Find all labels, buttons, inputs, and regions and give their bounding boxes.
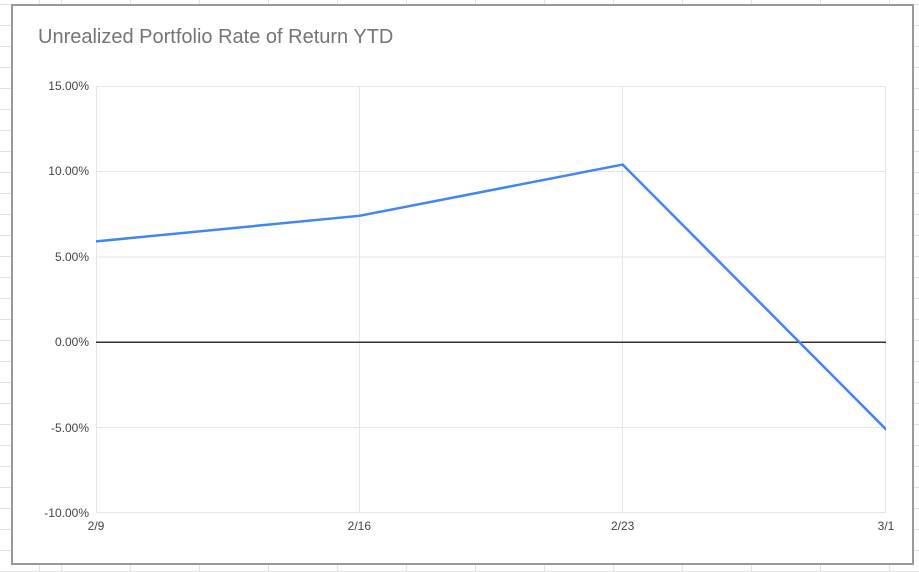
y-tick-label: 0.00% — [54, 335, 89, 350]
chart-title: Unrealized Portfolio Rate of Return YTD — [38, 26, 394, 48]
y-tick-label: -10.00% — [44, 506, 89, 520]
y-tick-label: 15.00% — [48, 79, 89, 93]
chart-card[interactable]: Unrealized Portfolio Rate of Return YTD … — [11, 4, 914, 565]
x-tick-label: 2/16 — [347, 519, 371, 533]
x-tick-label: 2/9 — [87, 519, 105, 533]
x-tick-label: 2/23 — [610, 519, 635, 533]
y-tick-label: -5.00% — [50, 420, 89, 435]
plot-area — [96, 86, 886, 513]
y-tick-label: 5.00% — [54, 249, 89, 264]
chart-card-inner: Unrealized Portfolio Rate of Return YTD … — [13, 6, 912, 563]
series-line — [96, 163, 886, 431]
x-tick-label: 3/1 — [877, 519, 895, 533]
y-tick-label: 10.00% — [48, 164, 89, 179]
line-chart-svg — [96, 86, 886, 513]
